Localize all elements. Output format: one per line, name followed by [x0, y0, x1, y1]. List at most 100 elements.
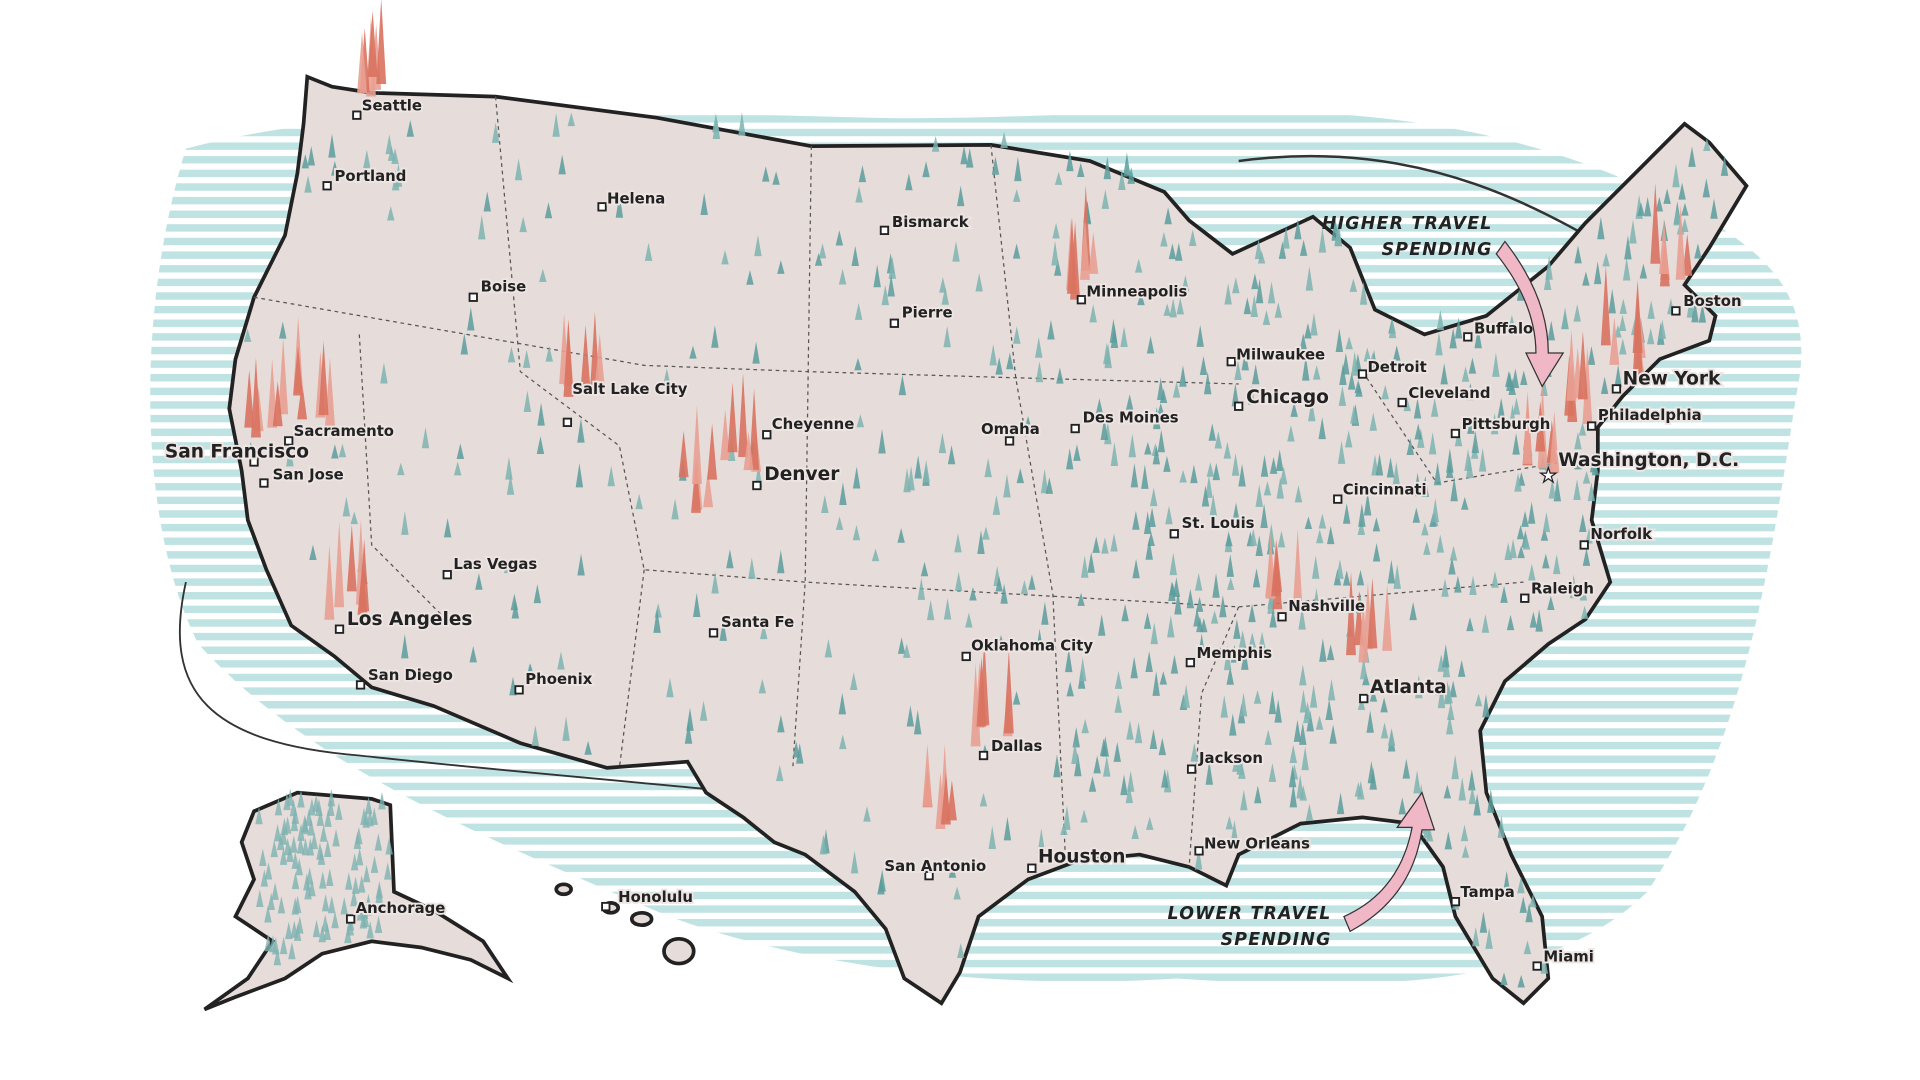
spike — [1253, 690, 1262, 704]
spike — [361, 909, 370, 928]
spike — [1054, 171, 1063, 185]
spike — [1579, 513, 1587, 532]
spike — [1230, 820, 1239, 843]
spike — [247, 441, 255, 458]
spike — [1179, 469, 1187, 483]
spikes — [243, 0, 1729, 988]
spike — [1214, 431, 1223, 449]
spike — [748, 557, 756, 579]
spike — [947, 445, 956, 465]
spike — [1301, 746, 1309, 771]
spike — [835, 516, 844, 530]
spike — [1194, 572, 1203, 591]
spike — [1120, 326, 1128, 348]
spike — [1468, 769, 1476, 791]
spike — [1527, 501, 1536, 524]
spike — [491, 122, 500, 143]
spike — [1585, 528, 1593, 544]
spike — [1458, 777, 1466, 801]
spike — [1326, 525, 1335, 545]
spike — [1225, 532, 1233, 547]
spike — [666, 677, 674, 698]
spike — [1579, 582, 1588, 601]
spike — [306, 838, 315, 856]
spike — [686, 707, 694, 731]
spike — [301, 838, 310, 856]
city-marker — [924, 870, 934, 881]
spike — [1703, 138, 1711, 152]
spike — [467, 307, 475, 331]
spike — [1478, 448, 1487, 472]
city-label: Salt Lake City — [572, 380, 687, 398]
spike — [1077, 592, 1085, 606]
spike — [290, 835, 298, 853]
spike — [511, 600, 520, 619]
spike — [1231, 383, 1240, 407]
spike — [1686, 293, 1695, 318]
spike — [1543, 269, 1552, 291]
spike — [1409, 602, 1417, 621]
spike — [689, 345, 697, 359]
spike — [1316, 529, 1324, 544]
spike — [305, 867, 314, 885]
spike — [1289, 744, 1297, 763]
spike — [965, 612, 973, 628]
spike — [824, 639, 833, 658]
spike — [1125, 785, 1134, 804]
spike — [1325, 699, 1333, 720]
spike — [387, 205, 395, 221]
spike — [1101, 537, 1109, 554]
city-marker — [1169, 529, 1179, 539]
spike — [1121, 603, 1129, 622]
spike — [522, 349, 531, 368]
spike — [1449, 327, 1457, 349]
spike — [1500, 585, 1508, 603]
spike — [821, 495, 829, 514]
spike — [1170, 654, 1179, 674]
city-marker — [1587, 421, 1597, 431]
spike — [366, 808, 374, 827]
spike — [1487, 788, 1495, 813]
spike — [291, 871, 300, 890]
spike — [1363, 347, 1372, 362]
spike — [1190, 742, 1199, 762]
spike — [1334, 224, 1342, 246]
spike — [1306, 710, 1314, 732]
spike — [956, 185, 965, 207]
spike — [1466, 382, 1475, 401]
spike — [719, 619, 727, 641]
spike — [926, 599, 935, 621]
spike — [1132, 558, 1140, 579]
spike — [323, 922, 331, 941]
spike — [1347, 372, 1356, 390]
spike — [271, 882, 279, 900]
spike — [1113, 741, 1121, 762]
spike — [291, 851, 299, 869]
spike — [1093, 755, 1101, 774]
spike — [324, 809, 332, 827]
spike — [324, 544, 335, 620]
spike — [772, 171, 780, 185]
spike — [1512, 433, 1520, 455]
spike — [1688, 146, 1696, 167]
spike — [1289, 783, 1298, 808]
city-label: Philadelphia — [1598, 406, 1702, 424]
spike — [839, 482, 847, 505]
spike — [1443, 784, 1452, 799]
spike — [1582, 271, 1590, 286]
spike — [1535, 609, 1543, 632]
spike — [406, 119, 415, 137]
spike — [1573, 479, 1581, 500]
spike — [1267, 281, 1276, 304]
spike — [545, 345, 553, 362]
spike — [995, 357, 1003, 375]
spike — [1227, 577, 1235, 590]
spike — [297, 823, 305, 841]
spike — [244, 369, 255, 428]
spike — [1302, 355, 1310, 381]
spike — [1315, 715, 1324, 730]
spike — [1359, 657, 1368, 680]
spike — [1290, 401, 1298, 417]
spike — [1081, 718, 1089, 734]
